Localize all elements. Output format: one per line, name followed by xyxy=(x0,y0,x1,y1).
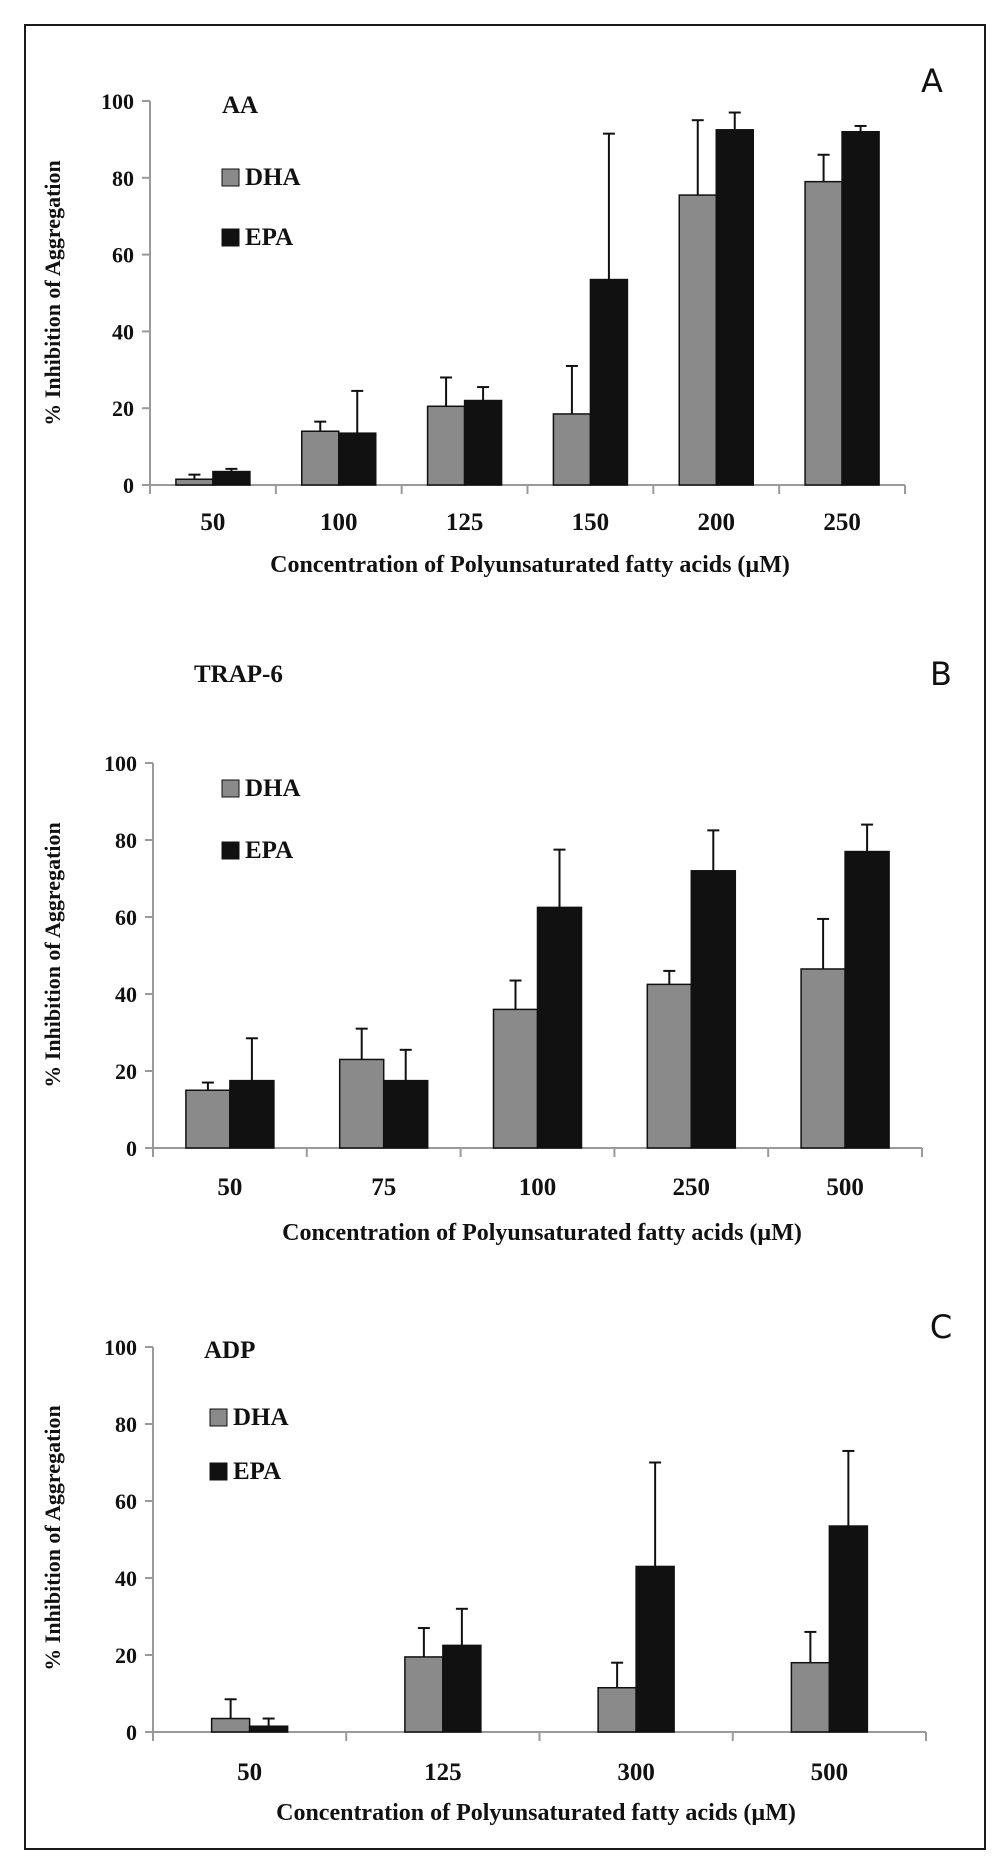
bar-dha xyxy=(790,1661,831,1733)
bar-epa xyxy=(382,1079,429,1149)
bar-epa xyxy=(828,1525,869,1733)
bar-epa xyxy=(536,906,583,1149)
legend-swatch-dha xyxy=(221,779,240,798)
y-tick-label: 100 xyxy=(104,1335,137,1360)
x-tick-label: 75 xyxy=(371,1174,396,1201)
bar-epa xyxy=(690,870,737,1149)
bar-dha xyxy=(804,180,843,486)
x-tick-label: 200 xyxy=(698,509,736,536)
legend-swatch-dha xyxy=(209,1408,228,1427)
bar-epa xyxy=(715,129,754,486)
x-tick-label: 50 xyxy=(237,1759,262,1786)
y-axis-label: % Inhibition of Aggregation xyxy=(40,160,65,425)
x-tick-label: 500 xyxy=(811,1759,849,1786)
bar-epa xyxy=(248,1725,289,1733)
x-tick-label: 250 xyxy=(823,509,861,536)
y-tick-label: 40 xyxy=(112,319,134,344)
bar-dha xyxy=(492,1008,539,1149)
legend-swatch-epa xyxy=(221,841,240,860)
y-tick-label: 40 xyxy=(115,1566,137,1591)
legend-swatch-epa xyxy=(221,228,240,247)
y-tick-label: 100 xyxy=(104,751,137,776)
y-tick-label: 0 xyxy=(123,473,134,498)
y-tick-label: 80 xyxy=(115,1412,137,1437)
x-axis-label: Concentration of Polyunsaturated fatty a… xyxy=(276,1800,796,1826)
bar-dha xyxy=(210,1717,251,1733)
y-tick-label: 0 xyxy=(126,1720,137,1745)
chart-panel-c: 0 20 40 60 80 100 50 125 300 500 ADP C DHA EPA Concent… xyxy=(40,1308,952,1826)
bar-dha xyxy=(185,1089,231,1149)
y-tick-label: 20 xyxy=(115,1059,137,1084)
bar-dha xyxy=(678,194,717,486)
panel-letter: A xyxy=(921,62,943,100)
legend-label-epa: EPA xyxy=(245,837,293,864)
x-tick-label: 125 xyxy=(446,509,484,536)
y-axis-label: % Inhibition of Aggregation xyxy=(40,822,65,1087)
bar-dha xyxy=(301,430,340,486)
y-tick-label: 60 xyxy=(115,1489,137,1514)
legend-label-dha: DHA xyxy=(245,164,301,191)
legend-label-epa: EPA xyxy=(233,1458,281,1485)
chart-panel-b: 0 20 40 60 80 100 50 75 100 250 500 TRAP-6 B DHA EPA Co… xyxy=(40,655,952,1246)
x-tick-label: 100 xyxy=(320,509,358,536)
bar-dha xyxy=(175,478,214,486)
bar-dha xyxy=(426,405,466,486)
x-tick-label: 125 xyxy=(424,1759,462,1786)
bar-dha xyxy=(800,968,846,1149)
x-tick-label: 50 xyxy=(217,1174,242,1201)
bar-epa xyxy=(463,399,503,486)
bar-epa xyxy=(338,432,377,486)
x-tick-label: 250 xyxy=(673,1174,711,1201)
chart-title: TRAP-6 xyxy=(194,661,283,688)
legend-swatch-epa xyxy=(209,1462,228,1481)
x-tick-label: 50 xyxy=(200,509,225,536)
bar-epa xyxy=(635,1565,675,1733)
bar-epa xyxy=(442,1644,482,1733)
bar-dha xyxy=(404,1656,444,1733)
y-tick-label: 80 xyxy=(115,828,137,853)
x-tick-label: 300 xyxy=(617,1759,655,1786)
panel-letter: C xyxy=(930,1308,952,1346)
y-tick-label: 60 xyxy=(115,905,137,930)
x-tick-label: 500 xyxy=(826,1174,864,1201)
bar-epa xyxy=(841,130,880,486)
chart-title: ADP xyxy=(204,1337,255,1364)
legend-label-dha: DHA xyxy=(245,775,301,802)
bar-epa xyxy=(589,278,629,486)
x-tick-label: 100 xyxy=(519,1174,557,1201)
bar-dha xyxy=(552,413,592,486)
x-axis-label: Concentration of Polyunsaturated fatty a… xyxy=(270,552,790,578)
y-tick-label: 40 xyxy=(115,982,137,1007)
legend-label-dha: DHA xyxy=(233,1404,289,1431)
panel-letter: B xyxy=(930,655,952,693)
y-tick-label: 0 xyxy=(126,1136,137,1161)
y-tick-label: 80 xyxy=(112,166,134,191)
legend-label-epa: EPA xyxy=(245,224,293,251)
chart-title: AA xyxy=(222,92,258,119)
bar-dha xyxy=(597,1686,637,1733)
x-tick-label: 150 xyxy=(572,509,610,536)
y-tick-label: 60 xyxy=(112,243,134,268)
y-tick-label: 20 xyxy=(112,396,134,421)
bar-epa xyxy=(212,470,251,486)
bar-dha xyxy=(646,983,693,1149)
bar-epa xyxy=(844,850,890,1149)
y-tick-label: 100 xyxy=(101,89,134,114)
bar-epa xyxy=(229,1079,275,1149)
legend-swatch-dha xyxy=(221,168,240,187)
y-tick-label: 20 xyxy=(115,1643,137,1668)
bar-dha xyxy=(338,1058,385,1149)
y-axis-label: % Inhibition of Aggregation xyxy=(40,1405,65,1670)
x-axis-label: Concentration of Polyunsaturated fatty a… xyxy=(282,1220,802,1246)
